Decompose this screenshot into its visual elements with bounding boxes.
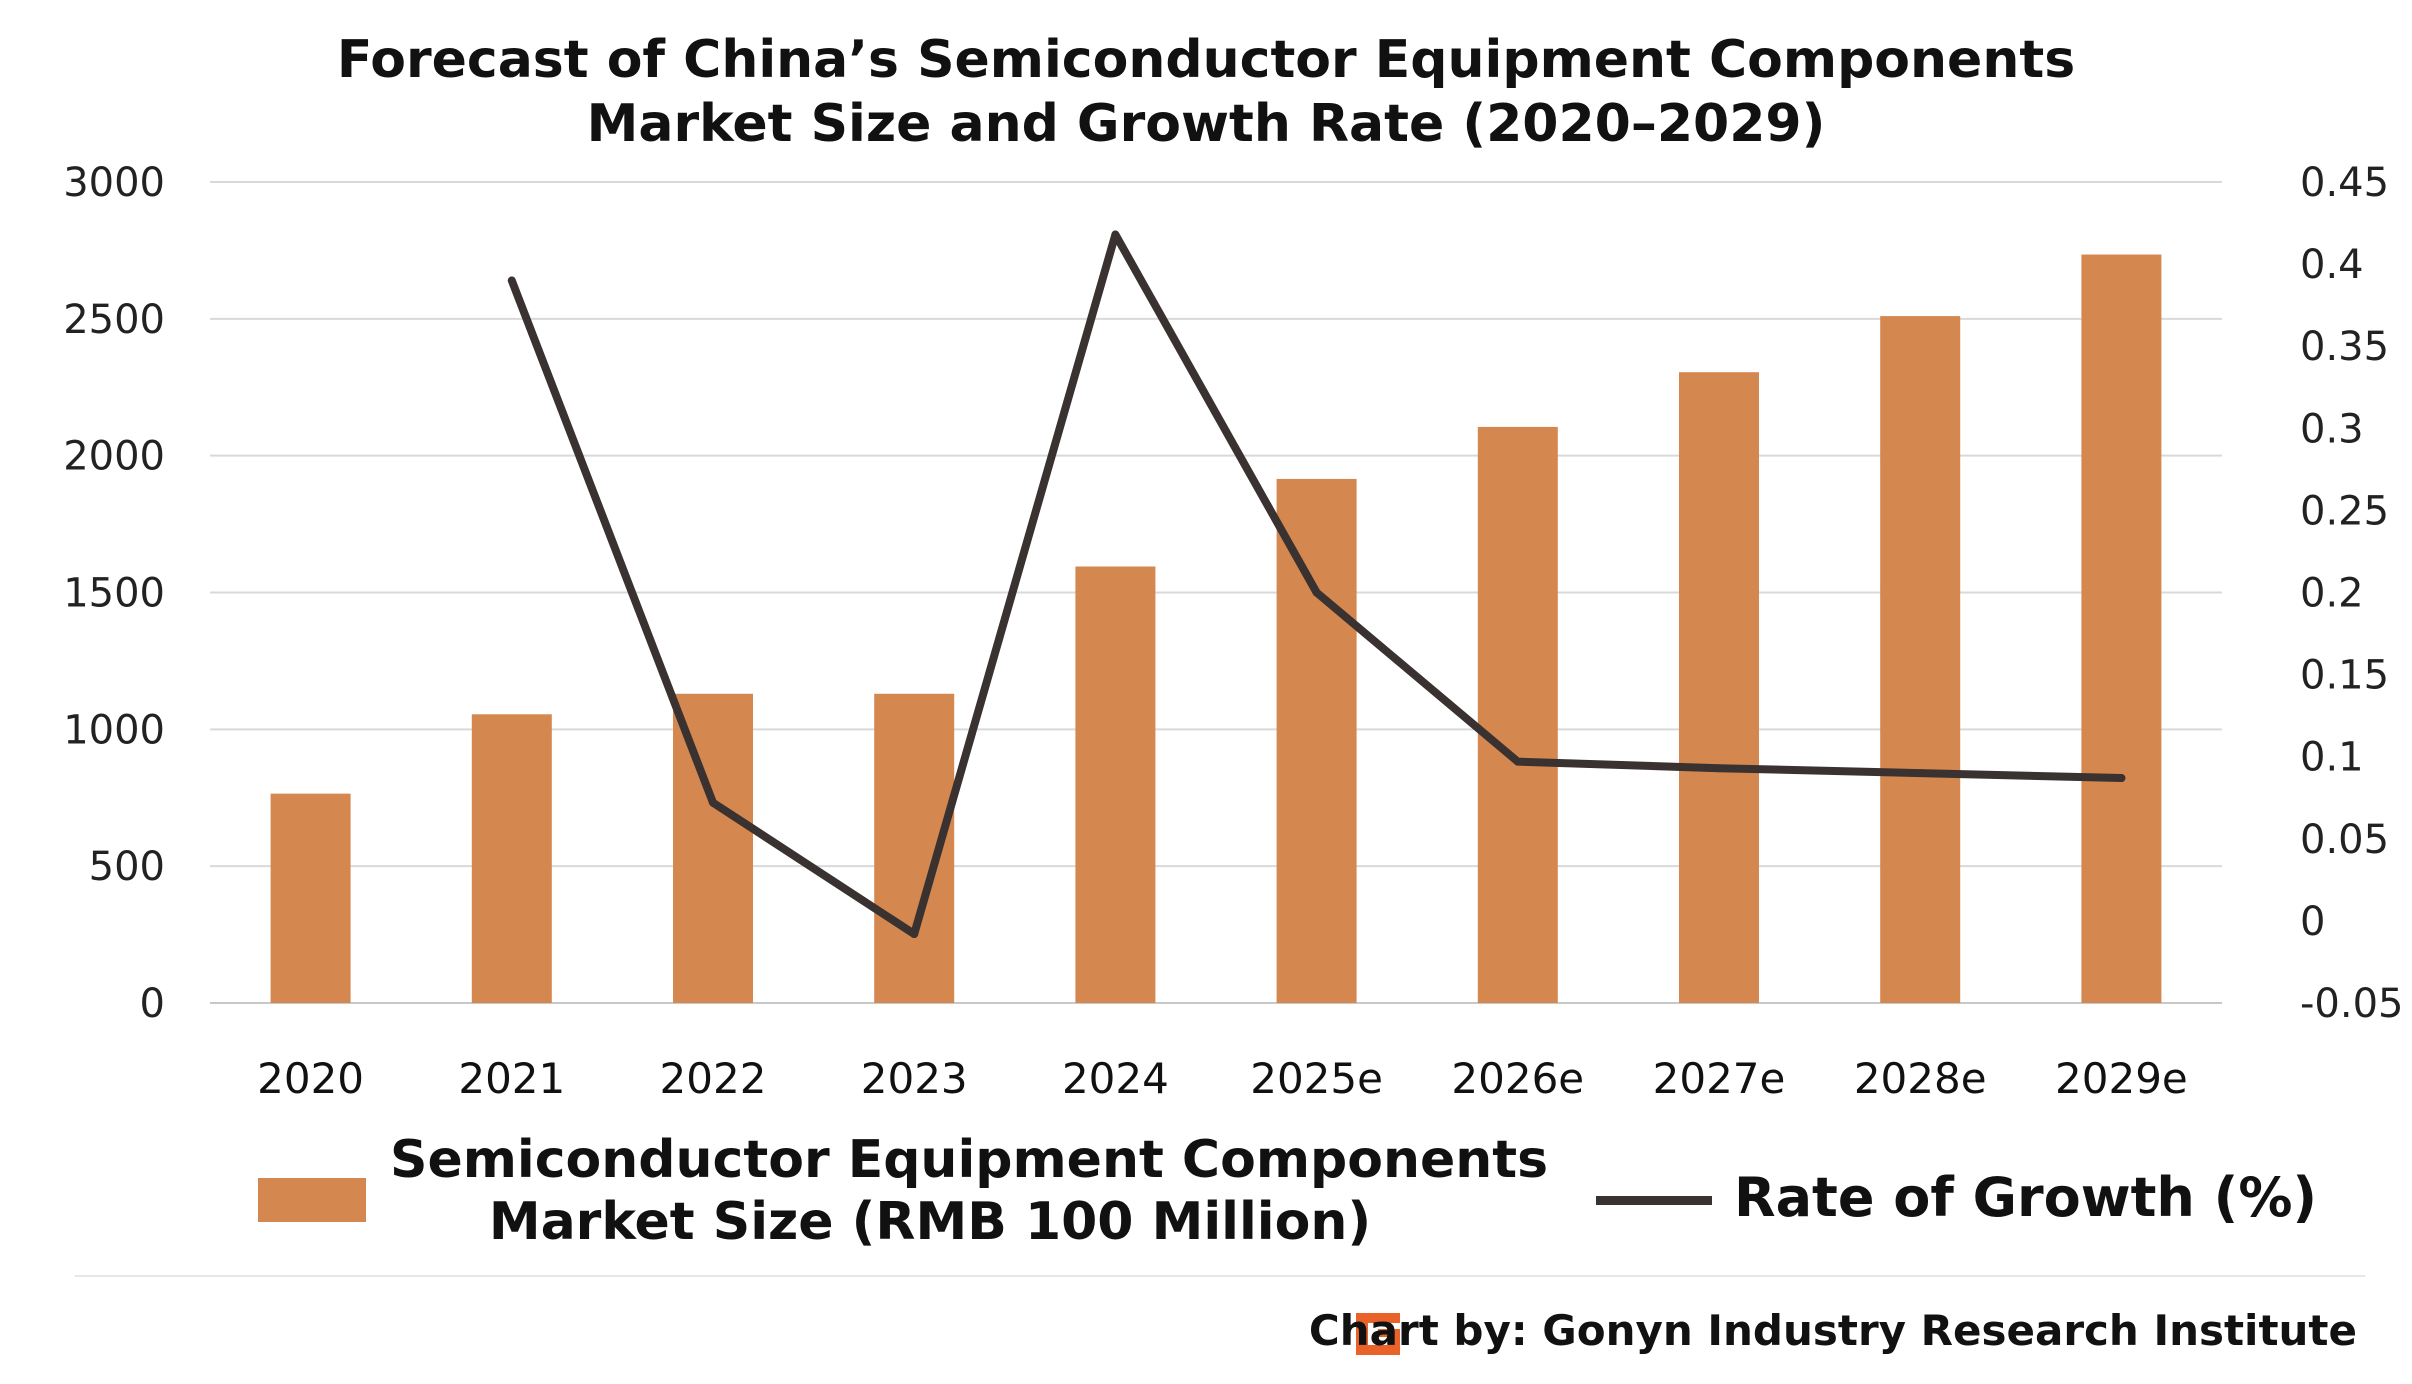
y-left-tick-label: 0	[140, 981, 165, 1027]
bar-2028e	[1880, 316, 1961, 1003]
y-left-tick-label: 3000	[63, 160, 165, 206]
y-left-tick-label: 2000	[63, 434, 165, 480]
y-right-tick-label: -0.05	[2300, 981, 2404, 1027]
y-right-tick-label: 0.3	[2300, 406, 2364, 452]
chart-title-line-2: Market Size and Growth Rate (2020–2029)	[586, 94, 1826, 154]
bar-2020	[270, 793, 351, 1003]
x-tick-label: 2025e	[1250, 1054, 1383, 1103]
x-tick-label: 2020	[257, 1054, 364, 1103]
y-right-tick-label: 0.05	[2300, 817, 2389, 863]
bar-2029e	[2081, 254, 2162, 1003]
footer-divider	[75, 1275, 2365, 1277]
y-left-tick-label: 500	[89, 844, 165, 890]
x-tick-label: 2029e	[2055, 1054, 2188, 1103]
chart-title-line-1: Forecast of China’s Semiconductor Equipm…	[336, 30, 2076, 90]
legend-line-swatch	[1596, 1196, 1712, 1205]
bar-2025e	[1276, 478, 1357, 1003]
y-right-tick-label: 0.1	[2300, 735, 2364, 781]
x-tick-label: 2027e	[1653, 1054, 1786, 1103]
y-right-tick-label: 0.25	[2300, 488, 2389, 534]
y-right-tick-label: 0	[2300, 899, 2325, 945]
growth-point-2026e	[1513, 757, 1522, 766]
legend-bar-swatch	[258, 1178, 366, 1222]
y-right-tick-label: 0.4	[2300, 242, 2364, 288]
growth-point-2028e	[1916, 769, 1925, 778]
x-tick-label: 2021	[458, 1054, 565, 1103]
growth-point-2027e	[1715, 764, 1723, 773]
bar-2022	[673, 693, 753, 1003]
x-tick-label: 2023	[861, 1054, 968, 1103]
y-right-tick-label: 0.15	[2300, 653, 2389, 699]
growth-point-2029e	[2117, 774, 2126, 783]
y-left-tick-label: 1500	[63, 571, 165, 617]
growth-point-2025e	[1312, 588, 1321, 597]
chart-credit: Chart by: Gonyn Industry Research Instit…	[1308, 1306, 2357, 1355]
y-right-tick-label: 0.2	[2300, 571, 2364, 617]
gonyn-logo-icon	[1356, 1313, 1400, 1355]
bar-2024	[1075, 566, 1156, 1003]
y-right-tick-label: 0.35	[2300, 324, 2389, 370]
growth-point-2024	[1111, 230, 1120, 239]
y-left-tick-label: 2500	[63, 297, 165, 343]
bar-2027e	[1679, 372, 1759, 1003]
legend-bar-label-line-2: Market Size (RMB 100 Million)	[488, 1192, 1372, 1252]
x-tick-label: 2026e	[1451, 1054, 1584, 1103]
x-tick-label: 2022	[660, 1054, 767, 1103]
x-tick-label: 2028e	[1854, 1054, 1987, 1103]
legend-bar-label-line-1: Semiconductor Equipment Components	[390, 1130, 1549, 1190]
bar-2026e	[1477, 426, 1558, 1004]
x-tick-label: 2024	[1062, 1054, 1169, 1103]
legend-line-label: Rate of Growth (%)	[1734, 1166, 2318, 1229]
growth-point-2021	[507, 276, 516, 285]
bar-2021	[471, 714, 552, 1003]
y-right-tick-label: 0.45	[2300, 160, 2389, 206]
y-left-tick-label: 1000	[63, 707, 165, 753]
growth-point-2023	[910, 930, 919, 939]
growth-point-2022	[709, 798, 717, 807]
